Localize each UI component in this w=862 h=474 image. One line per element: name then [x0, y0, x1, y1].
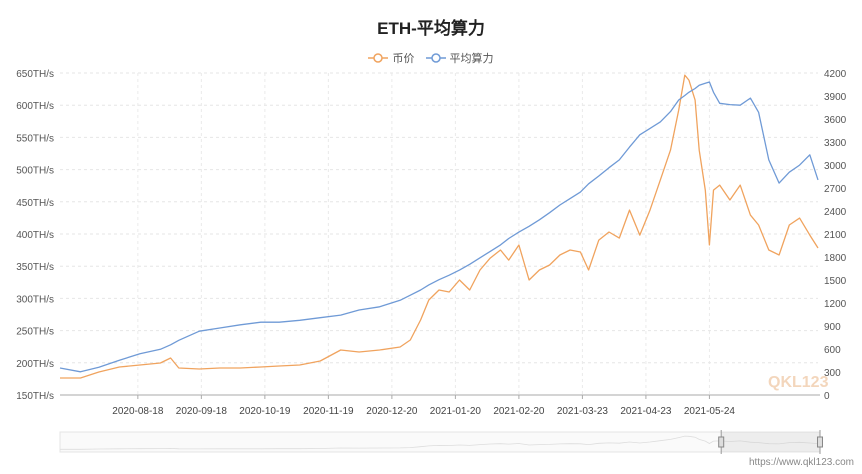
- x-tick-label: 2021-02-20: [493, 406, 545, 417]
- x-tick-label: 2021-04-23: [620, 406, 672, 417]
- legend-hashrate-icon: [425, 53, 446, 63]
- x-tick-label: 2020-08-18: [112, 406, 164, 417]
- y-right-tick-label: 3600: [824, 115, 847, 126]
- legend-item-hashrate[interactable]: 平均算力: [425, 50, 494, 66]
- y-left-tick-label: 150TH/s: [16, 391, 54, 402]
- series-line-hashrate: [59, 81, 819, 373]
- x-tick-label: 2020-09-18: [176, 406, 228, 417]
- y-left-tick-label: 550TH/s: [16, 133, 54, 144]
- y-left-tick-label: 300TH/s: [16, 294, 54, 305]
- x-tick-label: 2021-05-24: [684, 406, 736, 417]
- x-tick-label: 2020-12-20: [366, 406, 418, 417]
- y-right-tick-label: 0: [824, 391, 830, 402]
- y-left-tick-label: 400TH/s: [16, 230, 54, 241]
- x-tick-label: 2021-01-20: [430, 406, 482, 417]
- y-right-tick-label: 300: [824, 368, 841, 379]
- x-tick-label: 2020-10-19: [239, 406, 291, 417]
- legend-item-price[interactable]: 币价: [368, 50, 414, 66]
- datazoom-selection: [721, 432, 820, 452]
- y-left-tick-label: 450TH/s: [16, 198, 54, 209]
- y-right-tick-label: 2100: [824, 230, 847, 241]
- y-right-tick-label: 600: [824, 345, 841, 356]
- y-right-tick-label: 900: [824, 322, 841, 333]
- y-right-tick-label: 1200: [824, 299, 847, 310]
- y-right-tick-label: 4200: [824, 69, 847, 80]
- source-url: https://www.qkl123.com: [748, 457, 854, 468]
- y-right-tick-label: 2400: [824, 207, 847, 218]
- legend-label-hashrate: 平均算力: [449, 53, 494, 65]
- y-left-tick-label: 500TH/s: [16, 166, 54, 177]
- datazoom-handle-start[interactable]: [718, 436, 725, 448]
- legend-price-icon: [368, 53, 389, 63]
- chart-title: ETH-平均算力: [377, 19, 485, 38]
- y-left-tick-label: 600TH/s: [16, 101, 54, 112]
- y-right-tick-label: 2700: [824, 184, 847, 195]
- watermark-logo: QKL123: [768, 374, 829, 391]
- legend-label-price: 币价: [392, 53, 415, 65]
- y-right-tick-label: 1500: [824, 276, 847, 287]
- legend: 币价 平均算力: [0, 50, 862, 66]
- x-tick-label: 2020-11-19: [303, 406, 354, 417]
- datazoom-track: [59, 431, 821, 453]
- series-line-price: [60, 74, 819, 379]
- x-tick-label: 2021-03-23: [557, 406, 609, 417]
- y-left-tick-label: 200TH/s: [16, 359, 54, 370]
- y-right-tick-label: 1800: [824, 253, 847, 264]
- y-left-tick-label: 250TH/s: [16, 327, 54, 338]
- y-left-tick-label: 650TH/s: [16, 69, 54, 80]
- y-right-tick-label: 3300: [824, 138, 847, 149]
- datazoom-preview-line: [60, 435, 819, 450]
- datazoom-handle-end[interactable]: [817, 436, 823, 448]
- y-right-tick-label: 3900: [824, 92, 847, 103]
- y-left-tick-label: 350TH/s: [16, 262, 54, 273]
- y-right-tick-label: 3000: [824, 161, 847, 172]
